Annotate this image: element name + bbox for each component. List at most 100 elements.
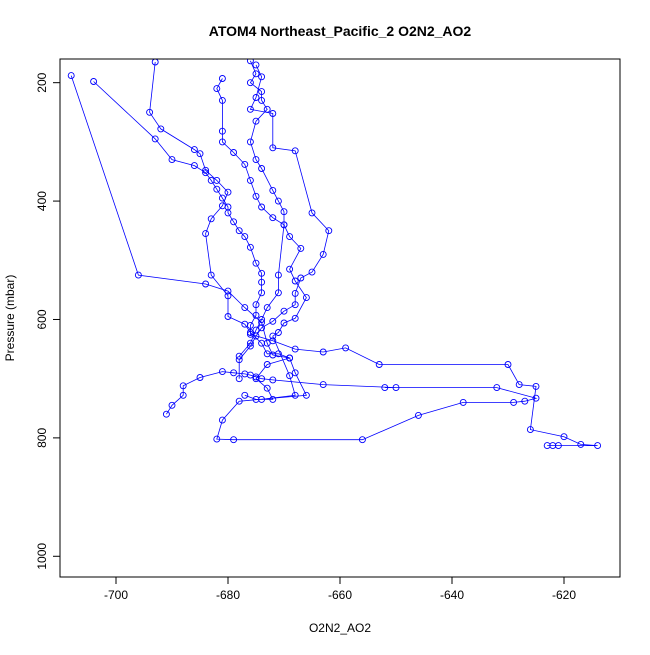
data-point-6-20 [235,356,243,364]
data-point-1-1 [67,72,75,80]
x-tick-label-2: -680 [216,588,240,602]
data-point-5-17 [263,304,271,312]
x-tick-label-4: -640 [440,588,464,602]
series-line-2 [93,81,598,447]
data-point-1-26 [269,376,277,384]
data-layer [67,59,602,450]
data-point-1-25 [319,381,327,389]
data-point-6-11 [308,268,316,276]
data-point-5-3 [246,79,254,87]
data-point-1-19 [510,398,518,406]
data-point-4-3 [218,96,226,104]
data-point-2-37 [543,442,551,450]
data-point-1-12 [235,397,243,405]
data-point-3-1 [151,59,159,66]
data-point-2-26 [342,344,350,352]
data-point-4-1 [218,75,226,82]
data-point-5-12 [274,197,282,205]
data-point-1-24 [392,384,400,392]
data-point-1-11 [302,391,310,399]
data-point-4-11 [269,214,277,222]
data-point-3-17 [258,339,266,347]
data-point-3-4 [190,146,198,154]
x-axis-label: O2N2_AO2 [309,621,371,635]
data-point-5-1 [246,59,254,65]
data-point-3-9 [218,202,226,210]
data-point-3-12 [207,271,215,279]
data-point-2-12 [235,227,243,235]
data-point-3-18 [263,350,271,358]
data-point-4-14 [297,244,305,252]
data-point-2-10 [224,209,232,217]
data-point-5-7 [252,117,260,125]
data-point-2-18 [258,289,266,297]
data-point-6-15 [280,307,288,315]
data-point-3-7 [213,176,221,184]
data-point-5-9 [252,156,260,164]
data-point-1-17 [414,411,422,419]
data-point-2-28 [504,361,512,368]
data-point-3-16 [246,329,254,336]
data-point-4-7 [241,160,249,168]
data-point-4-18 [291,314,299,322]
data-point-2-30 [532,382,540,390]
data-point-4-19 [280,319,288,327]
data-point-4-6 [230,149,238,156]
data-point-4-4 [218,127,226,135]
data-point-4-21 [269,332,277,340]
data-point-6-16 [269,317,277,325]
series-line-1 [70,75,538,441]
data-point-2-20 [252,311,260,319]
data-point-3-8 [224,188,232,196]
y-tick-label-5: 1000 [35,543,49,570]
y-tick-label-4: 800 [35,428,49,448]
data-point-4-23 [291,391,299,399]
data-point-2-1 [90,78,98,85]
data-point-5-18 [258,316,266,323]
data-point-2-25 [319,348,327,356]
data-point-2-24 [291,345,299,353]
data-point-3-5 [196,150,204,158]
data-point-6-18 [252,332,260,340]
data-point-6-8 [308,209,316,217]
data-point-6-21 [235,375,243,383]
data-point-2-15 [252,259,260,267]
data-point-3-15 [241,320,249,328]
data-point-2-19 [252,301,260,309]
data-point-4-17 [302,294,310,302]
data-point-1-37 [162,410,170,418]
y-axis-label: Pressure (mbar) [3,275,17,362]
data-point-3-13 [224,292,232,300]
data-point-2-2 [151,135,159,143]
data-point-6-9 [325,227,333,235]
data-point-5-5 [258,96,266,104]
data-point-6-6 [269,144,277,152]
data-point-6-13 [291,289,299,297]
data-point-4-5 [218,138,226,146]
data-point-5-16 [274,289,282,297]
data-point-4-8 [246,176,254,184]
chart-title: ATOM4 Northeast_Pacific_2 O2N2_AO2 [209,23,472,39]
data-point-1-16 [358,436,366,444]
data-point-2-14 [246,243,254,251]
data-point-2-4 [190,162,198,170]
data-point-1-15 [230,436,238,444]
data-point-1-36 [168,401,176,409]
data-point-5-14 [280,221,288,229]
data-point-6-19 [246,342,254,350]
data-point-1-18 [459,398,467,406]
x-tick-label-1: -700 [104,588,128,602]
data-point-3-24 [269,395,277,403]
data-point-2-29 [515,381,523,389]
data-point-2-36 [554,442,562,450]
y-tick-label-2: 400 [35,191,49,211]
data-point-2-27 [375,361,383,368]
data-point-3-20 [286,354,294,362]
data-point-2-11 [230,218,238,226]
data-point-6-17 [258,324,266,332]
data-point-1-30 [241,370,249,378]
data-point-3-3 [157,125,165,133]
data-point-6-4 [246,105,254,113]
